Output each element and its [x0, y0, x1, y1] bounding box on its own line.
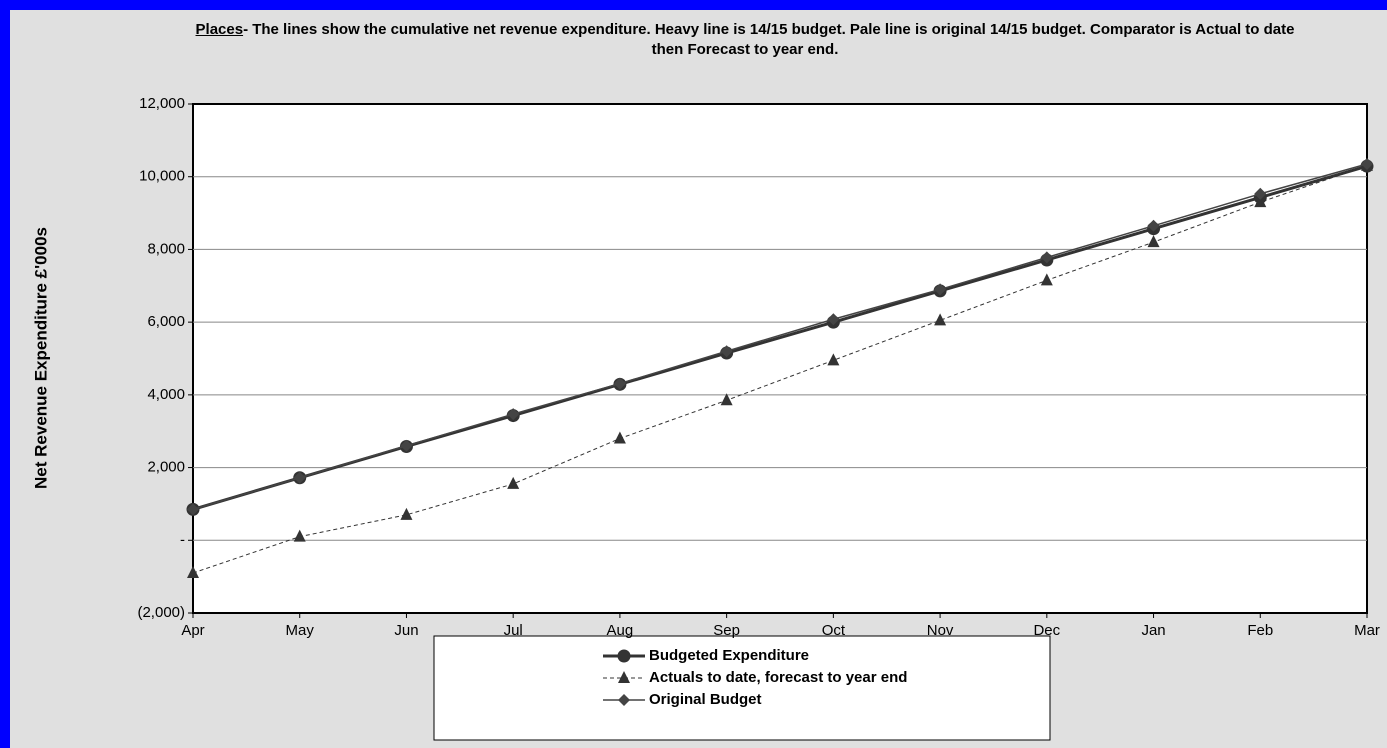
legend-marker — [618, 671, 630, 683]
legend-marker — [617, 649, 631, 663]
title-text: - The lines show the cumulative net reve… — [243, 21, 1295, 58]
y-tick-label: 8,000 — [147, 240, 185, 257]
legend-marker — [618, 694, 630, 706]
title-link: Places — [195, 21, 244, 38]
data-point — [507, 408, 520, 421]
data-point — [400, 507, 413, 520]
data-point — [187, 566, 199, 579]
x-tick-label: Sep — [713, 622, 740, 639]
y-tick-label: (2,000) — [137, 604, 185, 621]
y-tick-label: 10,000 — [139, 168, 185, 185]
x-tick-label: Oct — [822, 622, 846, 639]
x-tick-label: May — [286, 622, 315, 639]
data-point — [613, 377, 626, 390]
chart-title: Places- The lines show the cumulative ne… — [190, 20, 1300, 60]
data-point — [293, 529, 306, 542]
x-tick-label: Jul — [504, 622, 523, 639]
data-point — [1040, 251, 1053, 264]
data-point — [1147, 235, 1160, 248]
x-tick-label: Feb — [1247, 622, 1273, 639]
data-point — [1254, 187, 1267, 200]
data-point — [934, 283, 947, 296]
x-tick-label: Aug — [607, 622, 634, 639]
data-point — [720, 393, 733, 406]
data-point — [187, 503, 199, 516]
x-tick-label: Nov — [927, 622, 954, 639]
data-point — [1147, 219, 1160, 232]
legend-label: Actuals to date, forecast to year end — [649, 669, 907, 686]
data-point — [400, 439, 413, 452]
data-point — [1254, 195, 1267, 208]
data-point — [827, 313, 840, 326]
x-tick-label: Mar — [1354, 622, 1380, 639]
data-point — [1040, 273, 1053, 286]
data-point — [1361, 157, 1373, 170]
data-point — [720, 345, 733, 358]
series-line — [192, 163, 1368, 511]
y-tick-label: - — [180, 531, 185, 548]
legend-label: Budgeted Expenditure — [649, 647, 809, 664]
x-tick-label: Dec — [1033, 622, 1060, 639]
data-point — [934, 313, 947, 326]
x-tick-label: Apr — [181, 622, 204, 639]
plot-area — [192, 103, 1368, 614]
data-point — [827, 353, 840, 366]
data-point — [507, 476, 520, 489]
y-axis-label: Net Revenue Expenditure £'000s — [31, 227, 50, 489]
series-line — [192, 165, 1368, 574]
x-tick-label: Jun — [394, 622, 418, 639]
x-tick-label: Jan — [1141, 622, 1165, 639]
data-point — [293, 471, 306, 484]
y-tick-label: 4,000 — [147, 386, 185, 403]
y-tick-label: 2,000 — [147, 459, 185, 476]
y-tick-label: 12,000 — [139, 95, 185, 112]
legend-box — [433, 635, 1051, 741]
data-point — [613, 431, 626, 444]
y-tick-label: 6,000 — [147, 313, 185, 330]
legend-label: Original Budget — [649, 691, 762, 708]
